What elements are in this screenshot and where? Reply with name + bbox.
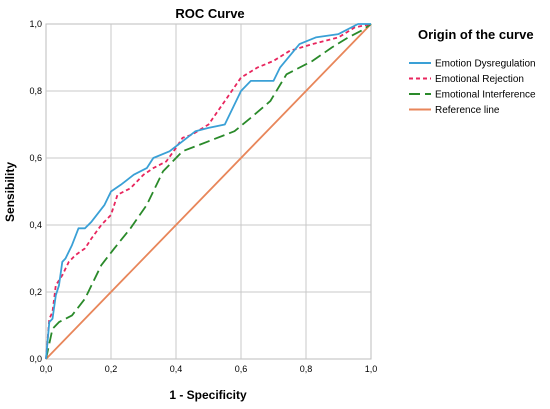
y-tick-label: 0,2 — [29, 287, 42, 297]
x-tick-label: 0,6 — [235, 364, 248, 374]
x-axis-ticks: 0,0 0,2 0,4 0,6 0,8 1,0 — [40, 364, 378, 374]
y-tick-label: 0,0 — [29, 354, 42, 364]
legend-label-emotional-interference: Emotional Interference — [435, 90, 536, 101]
x-tick-label: 0,2 — [105, 364, 118, 374]
series-line-emotion-dysregulation — [45, 23, 371, 360]
x-axis-label: 1 - Specificity — [169, 388, 247, 402]
x-tick-label: 0,8 — [300, 364, 313, 374]
y-tick-label: 0,8 — [29, 86, 42, 96]
gridlines — [46, 24, 371, 359]
y-axis-ticks: 0,0 0,2 0,4 0,6 0,8 1,0 — [29, 19, 42, 364]
series-line-emotional-interference — [45, 23, 372, 360]
legend: Emotion Dysregulation Emotional Rejection… — [409, 59, 536, 116]
series-line-reference-line — [45, 23, 372, 360]
legend-title: Origin of the curve — [418, 27, 534, 42]
x-tick-label: 1,0 — [365, 364, 378, 374]
y-tick-label: 1,0 — [29, 19, 42, 29]
x-tick-label: 0,4 — [170, 364, 183, 374]
series-line-emotional-rejection — [45, 23, 372, 360]
y-tick-label: 0,4 — [29, 220, 42, 230]
chart-title: ROC Curve — [175, 6, 244, 21]
legend-label-emotion-dysregulation: Emotion Dysregulation — [435, 59, 536, 70]
x-tick-label: 0,0 — [40, 364, 53, 374]
series-group — [45, 23, 372, 360]
legend-label-reference-line: Reference line — [435, 105, 500, 116]
y-tick-label: 0,6 — [29, 153, 42, 163]
legend-label-emotional-rejection: Emotional Rejection — [435, 74, 524, 85]
y-axis-label: Sensibility — [3, 162, 17, 222]
